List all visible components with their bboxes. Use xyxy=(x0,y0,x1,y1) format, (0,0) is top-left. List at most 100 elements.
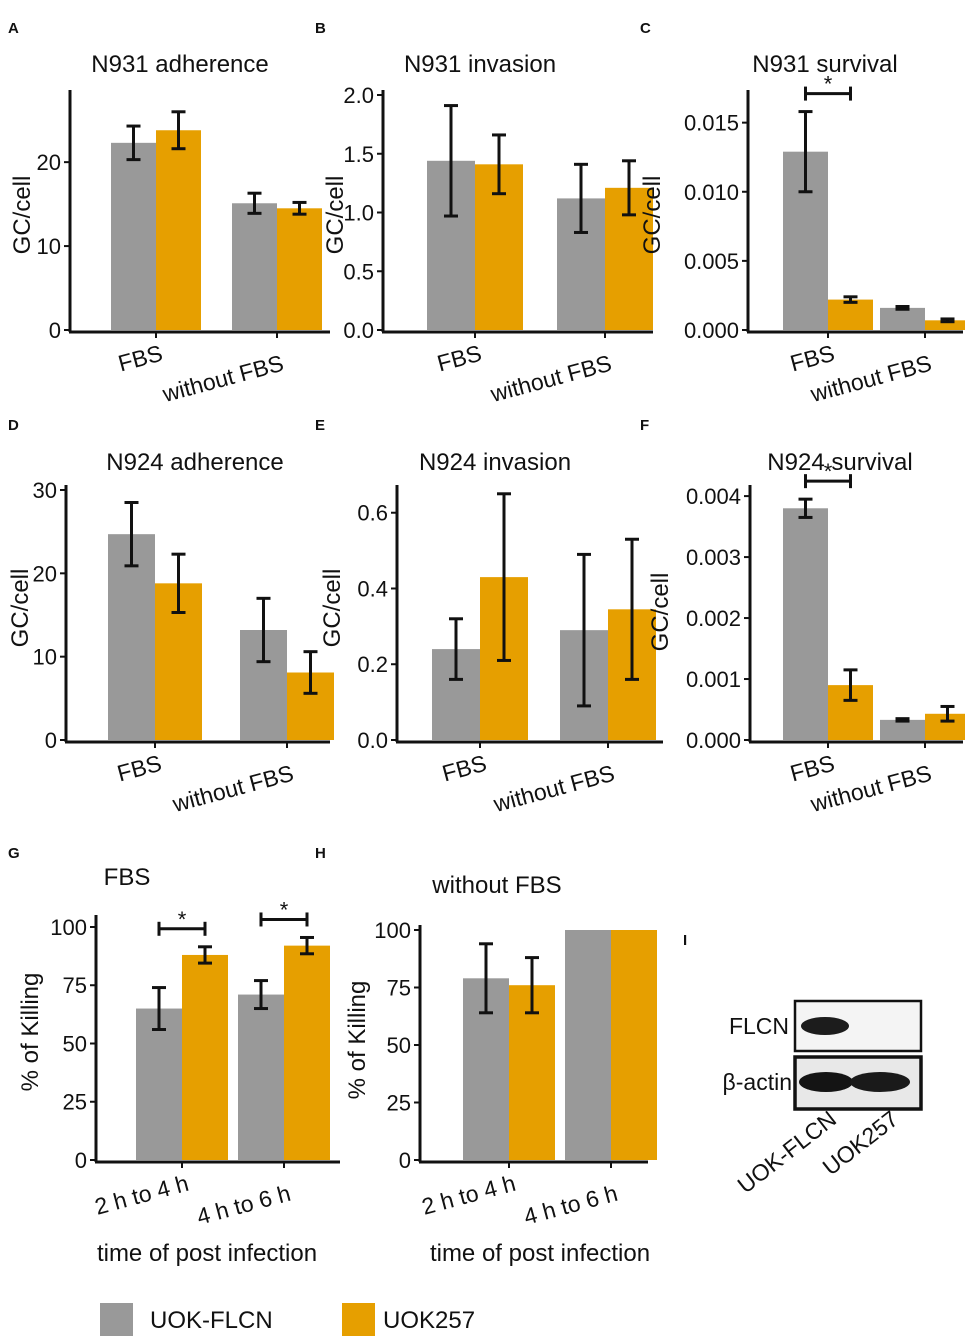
bar-uok257-0 xyxy=(156,130,201,330)
y-tick-label: 25 xyxy=(387,1091,411,1116)
y-axis-label: GC/cell xyxy=(322,176,349,255)
x-tick-label: FBS xyxy=(434,340,484,377)
significance-star: * xyxy=(280,897,289,922)
chart-title: N931 adherence xyxy=(91,51,268,78)
significance-star: * xyxy=(178,907,187,932)
y-tick-label: 75 xyxy=(63,973,87,998)
y-axis-label: % of Killing xyxy=(344,981,371,1100)
bar-uok-flcn-1 xyxy=(232,203,277,330)
bar-uok257-1 xyxy=(611,930,657,1160)
chart-title: N924 adherence xyxy=(106,449,283,476)
bar-uok-flcn-0 xyxy=(136,1008,182,1160)
y-tick-label: 0.005 xyxy=(684,249,739,274)
y-tick-label: 75 xyxy=(387,976,411,1001)
panel-letter: H xyxy=(315,845,326,862)
blot-row-label: β-actin xyxy=(723,1069,792,1095)
panel-letter: B xyxy=(315,20,326,37)
y-tick-label: 0.6 xyxy=(357,501,388,526)
y-tick-label: 0.4 xyxy=(357,576,388,601)
y-axis-label: GC/cell xyxy=(639,176,666,255)
y-tick-label: 100 xyxy=(50,915,87,940)
x-tick-label: without FBS xyxy=(487,350,614,407)
actin-band-1 xyxy=(799,1072,853,1092)
y-axis-label: GC/cell xyxy=(319,569,346,648)
chart-title: N924 survival xyxy=(767,449,912,476)
y-tick-label: 0.000 xyxy=(684,318,739,343)
panel-letter: G xyxy=(8,845,20,862)
blot-lane-label: UOK-FLCN xyxy=(732,1105,841,1198)
y-tick-label: 2.0 xyxy=(343,83,374,108)
bar-uok-flcn-1 xyxy=(880,719,925,740)
chart-title: N924 invasion xyxy=(419,449,571,476)
y-tick-label: 0.5 xyxy=(343,259,374,284)
bar-uok257-0 xyxy=(509,985,555,1160)
flcn-band xyxy=(801,1017,849,1035)
significance-star: * xyxy=(824,459,833,484)
y-tick-label: 10 xyxy=(37,234,61,259)
bar-uok257-1 xyxy=(284,945,330,1160)
y-tick-label: 0.001 xyxy=(686,667,741,692)
panel-letter: C xyxy=(640,20,651,37)
chart-f: F N924 survival GC/cell 0.000 0.001 0.002 0.00… xyxy=(640,417,965,817)
chart-title: N931 survival xyxy=(752,51,897,78)
y-axis-label: GC/cell xyxy=(9,176,36,255)
chart-title: FBS xyxy=(104,864,151,891)
bar-uok257-1 xyxy=(925,320,965,330)
y-tick-label: 0 xyxy=(45,728,57,753)
bar-uok-flcn-0 xyxy=(111,142,156,330)
panel-letter: F xyxy=(640,417,649,434)
y-axis-label: GC/cell xyxy=(7,569,34,648)
panel-letter: E xyxy=(315,417,325,434)
bar-uok257-0 xyxy=(182,954,228,1160)
bar-uok-flcn-1 xyxy=(565,930,611,1160)
x-tick-label: 4 h to 6 h xyxy=(194,1180,293,1230)
x-tick-label: FBS xyxy=(787,340,837,377)
y-tick-label: 0.0 xyxy=(343,318,374,343)
y-tick-label: 0.010 xyxy=(684,180,739,205)
x-tick-label: FBS xyxy=(787,750,837,787)
y-tick-label: 20 xyxy=(37,150,61,175)
y-tick-label: 1.0 xyxy=(343,201,374,226)
y-tick-label: 0.000 xyxy=(686,728,741,753)
bar-uok-flcn-0 xyxy=(108,534,155,740)
y-tick-label: 0.2 xyxy=(357,652,388,677)
chart-title: N931 invasion xyxy=(404,51,556,78)
chart-title: without FBS xyxy=(431,872,561,899)
chart-d: D N924 adherence GC/cell 0 10 20 30 FBS without … xyxy=(7,417,334,817)
x-tick-label: 4 h to 6 h xyxy=(521,1180,620,1230)
panel-letter: D xyxy=(8,417,19,434)
y-tick-label: 0.015 xyxy=(684,111,739,136)
y-tick-label: 10 xyxy=(33,645,57,670)
y-tick-label: 100 xyxy=(374,918,411,943)
bar-uok257-0 xyxy=(828,299,873,330)
x-tick-label: FBS xyxy=(114,750,164,787)
x-tick-label: without FBS xyxy=(169,760,296,817)
bar-uok-flcn-1 xyxy=(238,994,284,1160)
panel-letter: A xyxy=(8,20,19,37)
x-axis-label: time of post infection xyxy=(97,1240,317,1267)
chart-c: C N931 survival GC/cell 0.000 0.005 0.010 0.01… xyxy=(639,20,965,407)
bar-uok-flcn-0 xyxy=(783,508,828,740)
y-tick-label: 0 xyxy=(49,318,61,343)
chart-b: B N931 invasion GC/cell 0.0 0.5 1.0 1.5 2.0 FBS w… xyxy=(315,20,653,407)
actin-band-2 xyxy=(850,1072,910,1092)
x-axis-label: time of post infection xyxy=(430,1240,650,1267)
significance-star: * xyxy=(824,72,833,97)
y-axis-label: % of Killing xyxy=(17,973,44,1092)
y-tick-label: 30 xyxy=(33,478,57,503)
y-tick-label: 1.5 xyxy=(343,142,374,167)
legend-label: UOK257 xyxy=(383,1307,475,1334)
y-tick-label: 25 xyxy=(63,1090,87,1115)
y-tick-label: 20 xyxy=(33,561,57,586)
x-tick-label: 2 h to 4 h xyxy=(419,1170,518,1220)
x-tick-label: FBS xyxy=(439,750,489,787)
legend-label: UOK-FLCN xyxy=(150,1307,273,1334)
y-tick-label: 50 xyxy=(63,1031,87,1056)
legend-swatch xyxy=(342,1303,375,1336)
blot-row-label: FLCN xyxy=(729,1013,789,1039)
y-tick-label: 0.003 xyxy=(686,545,741,570)
y-tick-label: 50 xyxy=(387,1033,411,1058)
y-tick-label: 0 xyxy=(399,1148,411,1173)
